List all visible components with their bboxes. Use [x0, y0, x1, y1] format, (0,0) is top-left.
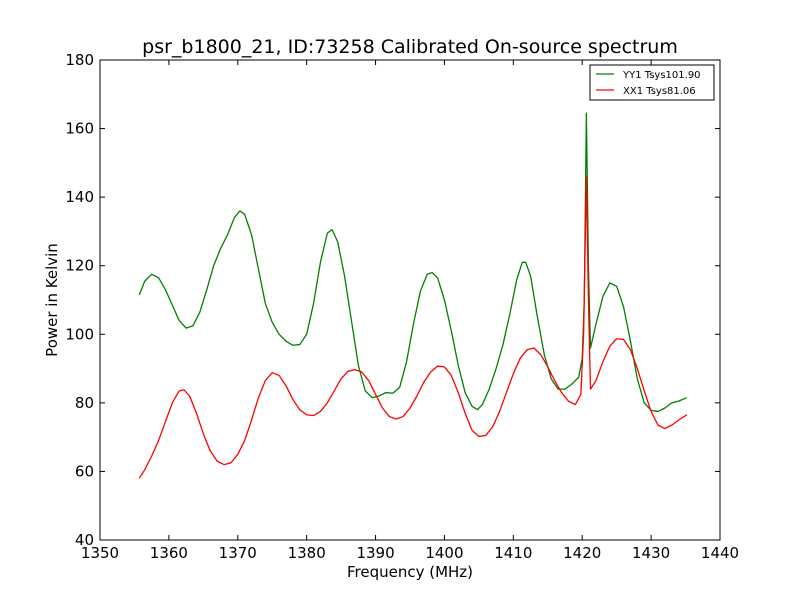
y-axis-label: Power in Kelvin: [43, 243, 61, 357]
y-tick-label: 120: [65, 257, 94, 275]
x-tick-label: 1380: [288, 544, 326, 562]
ticks-layer: 1350 1360 1370 1380 1390 1400 1410 1420 1430 1440…: [65, 51, 739, 562]
x-axis-label: Frequency (MHz): [347, 563, 473, 581]
x-tick-label: 1360: [150, 544, 188, 562]
x-tick-label: 1430: [632, 544, 670, 562]
x-tick-label: 1440: [701, 544, 739, 562]
y-tick-label: 40: [75, 531, 94, 549]
x-tick-label: 1370: [219, 544, 257, 562]
y-tick-label: 160: [65, 120, 94, 138]
chart-title: psr_b1800_21, ID:73258 Calibrated On-sou…: [142, 36, 678, 58]
y-tick-label: 60: [75, 462, 94, 480]
x-tick-label: 1400: [425, 544, 463, 562]
series-line-1: [138, 175, 688, 479]
legend-box: [589, 64, 715, 101]
legend: YY1 Tsys101.90 XX1 Tsys81.06: [589, 64, 715, 101]
y-tick-label: 80: [75, 394, 94, 412]
x-tick-label: 1420: [563, 544, 601, 562]
plot-frame: [99, 59, 721, 541]
y-tick-label: 100: [65, 325, 94, 343]
series-line-0: [138, 112, 688, 413]
legend-label: XX1 Tsys81.06: [623, 86, 696, 97]
y-tick-label: 140: [65, 188, 94, 206]
x-tick-label: 1350: [81, 544, 119, 562]
x-tick-label: 1410: [494, 544, 532, 562]
x-tick-label: 1390: [356, 544, 394, 562]
series-layer: [138, 112, 688, 479]
legend-label: YY1 Tsys101.90: [622, 70, 701, 81]
y-tick-label: 180: [65, 51, 94, 69]
